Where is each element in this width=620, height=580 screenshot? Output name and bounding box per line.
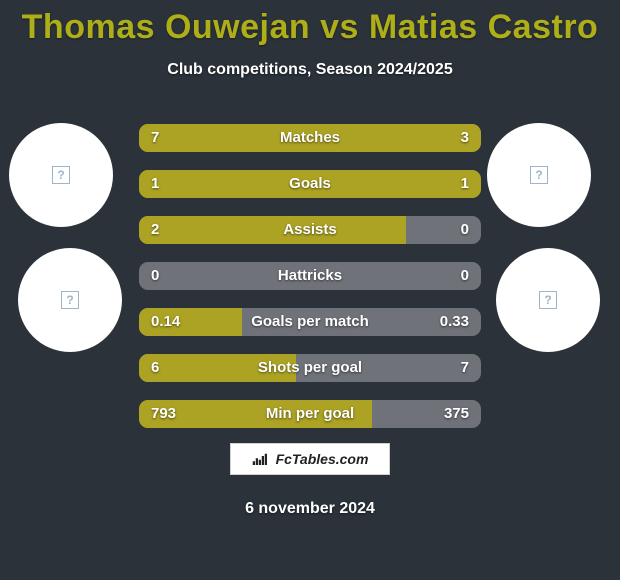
stat-value-right: 0 [461,262,469,290]
page-title: Thomas Ouwejan vs Matias Castro [0,0,620,47]
player-left-avatar: ? [9,123,113,227]
brand-badge: FcTables.com [230,443,390,475]
stat-label: Matches [139,124,481,152]
stat-value-right: 375 [444,400,469,428]
subtitle: Club competitions, Season 2024/2025 [0,61,620,79]
team-right-logo: ? [496,248,600,352]
stat-label: Assists [139,216,481,244]
stat-row: 2Assists0 [139,216,481,244]
stat-row: 0.14Goals per match0.33 [139,308,481,336]
stat-label: Shots per goal [139,354,481,382]
stat-value-right: 1 [461,170,469,198]
date-label: 6 november 2024 [0,500,620,518]
stat-label: Min per goal [139,400,481,428]
stat-label: Goals [139,170,481,198]
stat-value-right: 0 [461,216,469,244]
stat-row: 793Min per goal375 [139,400,481,428]
stat-row: 7Matches3 [139,124,481,152]
team-left-logo: ? [18,248,122,352]
placeholder-icon: ? [530,166,548,184]
placeholder-icon: ? [539,291,557,309]
brand-name: FcTables.com [276,451,369,467]
stat-row: 6Shots per goal7 [139,354,481,382]
stat-label: Hattricks [139,262,481,290]
stat-row: 1Goals1 [139,170,481,198]
stat-row: 0Hattricks0 [139,262,481,290]
bars-icon [252,452,270,466]
stat-value-right: 3 [461,124,469,152]
stat-label: Goals per match [139,308,481,336]
placeholder-icon: ? [61,291,79,309]
stat-value-right: 7 [461,354,469,382]
placeholder-icon: ? [52,166,70,184]
stat-value-right: 0.33 [440,308,469,336]
comparison-bars: 7Matches31Goals12Assists00Hattricks00.14… [139,124,481,446]
player-right-avatar: ? [487,123,591,227]
